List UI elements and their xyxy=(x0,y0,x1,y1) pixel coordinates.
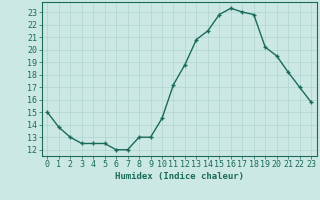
X-axis label: Humidex (Indice chaleur): Humidex (Indice chaleur) xyxy=(115,172,244,181)
